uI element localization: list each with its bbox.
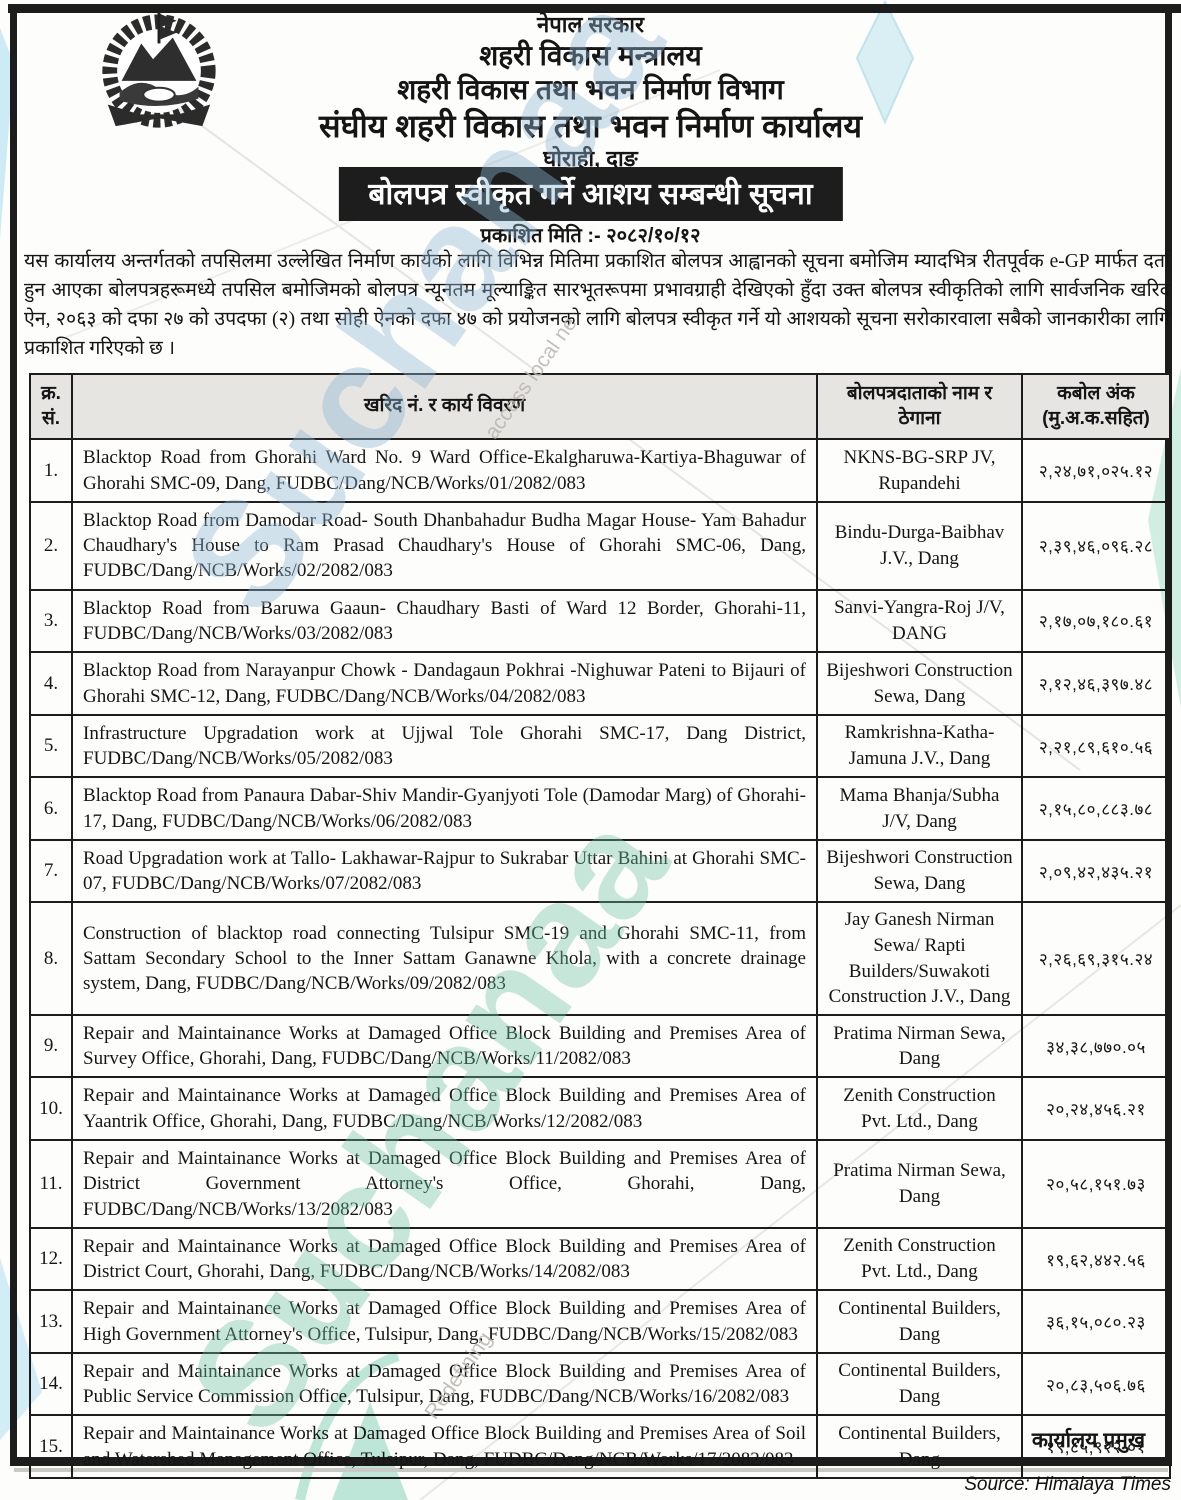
- bid-amount: २०,२४,४५६.२१: [1021, 1076, 1171, 1141]
- work-description: Blacktop Road from Damodar Road- South D…: [71, 500, 818, 591]
- work-description: Blacktop Road from Narayanpur Chowk - Da…: [71, 651, 818, 716]
- notice-body: यस कार्यालय अन्तर्गतको तपसिलमा उल्लेखित …: [24, 251, 1170, 359]
- table-row: 4. Blacktop Road from Narayanpur Chowk -…: [29, 651, 1171, 716]
- work-description: Blacktop Road from Panaura Dabar-Shiv Ma…: [71, 776, 818, 841]
- bid-amount: २०,५८,१५१.७३: [1021, 1138, 1171, 1229]
- bid-amount: २,२६,६९,३१५.२४: [1021, 901, 1171, 1016]
- work-description: Blacktop Road from Baruwa Gaaun- Chaudha…: [71, 588, 818, 654]
- table-row: 3. Blacktop Road from Baruwa Gaaun- Chau…: [29, 588, 1171, 654]
- work-description: Repair and Maintainance Works at Damaged…: [71, 1138, 818, 1229]
- table-row: 15. Repair and Maintainance Works at Dam…: [29, 1414, 1171, 1479]
- row-number: 4.: [29, 651, 73, 716]
- bidder-name: Bijeshwori Construction Sewa, Dang: [816, 838, 1023, 904]
- row-number: 8.: [29, 901, 73, 1016]
- bid-amount: ३६,१५,०८०.२३: [1021, 1289, 1171, 1354]
- column-header-description: खरिद नं. र कार्य विवरण: [71, 372, 818, 441]
- table-row: 11. Repair and Maintainance Works at Dam…: [29, 1138, 1171, 1229]
- bidder-name: Sanvi-Yangra-Roj J/V, DANG: [816, 588, 1023, 654]
- frame-top-border: [8, 4, 1181, 13]
- office-title: संघीय शहरी विकास तथा भवन निर्माण कार्याल…: [318, 108, 863, 144]
- row-number: 3.: [29, 588, 73, 654]
- notice-title-banner: बोलपत्र स्वीकृत गर्ने आशय सम्बन्धी सूचना: [338, 167, 843, 221]
- bid-amount: २,३९,४६,०९६.२८: [1021, 500, 1171, 591]
- published-date: प्रकाशित मिति :- २०८२/१०/१२: [480, 225, 701, 247]
- government-title: नेपाल सरकार: [537, 12, 644, 37]
- column-header-amount: कबोल अंक (मु.अ.क.सहित): [1021, 372, 1171, 441]
- bidder-name: Bindu-Durga-Baibhav J.V., Dang: [816, 500, 1023, 591]
- row-number: 5.: [29, 713, 73, 779]
- bid-amount: २,१५,८०,८८३.७८: [1021, 776, 1171, 841]
- column-header-bidder: बोलपत्रदाताको नाम र ठेगाना: [816, 372, 1023, 441]
- table-row: 10. Repair and Maintainance Works at Dam…: [29, 1076, 1171, 1141]
- bidder-name: Ramkrishna-Katha-Jamuna J.V., Dang: [816, 713, 1023, 779]
- row-number: 13.: [29, 1289, 73, 1354]
- bidder-name: Continental Builders, Dang: [816, 1414, 1023, 1479]
- row-number: 14.: [29, 1351, 73, 1417]
- work-description: Infrastructure Upgradation work at Ujjwa…: [71, 713, 818, 779]
- bidder-name: NKNS-BG-SRP JV, Rupandehi: [816, 438, 1023, 503]
- bid-amount: २,१२,४६,३९७.४८: [1021, 651, 1171, 716]
- column-header-sn: क्र. सं.: [29, 372, 73, 441]
- table-header-row: क्र. सं. खरिद नं. र कार्य विवरण बोलपत्रद…: [29, 372, 1171, 441]
- bid-amount: २,०९,४२,४३५.२१: [1021, 838, 1171, 904]
- bid-amount: २,१७,०७,१८०.६१: [1021, 588, 1171, 654]
- bidder-name: Jay Ganesh Nirman Sewa/ Rapti Builders/S…: [816, 901, 1023, 1016]
- work-description: Repair and Maintainance Works at Damaged…: [71, 1076, 818, 1141]
- bid-amount: २,२१,८९,६१०.५६: [1021, 713, 1171, 779]
- table-row: 6. Blacktop Road from Panaura Dabar-Shiv…: [29, 776, 1171, 841]
- row-number: 10.: [29, 1076, 73, 1141]
- bidder-name: Bijeshwori Construction Sewa, Dang: [816, 651, 1023, 716]
- work-description: Blacktop Road from Ghorahi Ward No. 9 Wa…: [71, 438, 818, 503]
- tender-table: क्र. सं. खरिद नं. र कार्य विवरण बोलपत्रद…: [29, 372, 1171, 1479]
- table-row: 13. Repair and Maintainance Works at Dam…: [29, 1289, 1171, 1354]
- tender-table-wrapper: क्र. सं. खरिद नं. र कार्य विवरण बोलपत्रद…: [29, 372, 1171, 1479]
- ministry-title: शहरी विकास मन्त्रालय: [479, 40, 702, 71]
- row-number: 9.: [29, 1013, 73, 1079]
- bid-amount: २,२४,७१,०२५.१२: [1021, 438, 1171, 503]
- bidder-name: Pratima Nirman Sewa, Dang: [816, 1138, 1023, 1229]
- work-description: Repair and Maintainance Works at Damaged…: [71, 1351, 818, 1417]
- work-description: Repair and Maintainance Works at Damaged…: [71, 1013, 818, 1079]
- document-header: नेपाल सरकार शहरी विकास मन्त्रालय शहरी वि…: [0, 12, 1181, 173]
- table-row: 5. Infrastructure Upgradation work at Uj…: [29, 713, 1171, 779]
- source-credit: Source: Himalaya Times: [964, 1474, 1171, 1495]
- work-description: Repair and Maintainance Works at Damaged…: [71, 1414, 818, 1479]
- table-row: 7. Road Upgradation work at Tallo- Lakha…: [29, 838, 1171, 904]
- work-description: Road Upgradation work at Tallo- Lakhawar…: [71, 838, 818, 904]
- table-row: 8. Construction of blacktop road connect…: [29, 901, 1171, 1016]
- table-row: 9. Repair and Maintainance Works at Dama…: [29, 1013, 1171, 1079]
- row-number: 1.: [29, 438, 73, 503]
- bid-amount: २०,८३,५०६.७६: [1021, 1351, 1171, 1417]
- department-title: शहरी विकास तथा भवन निर्माण विभाग: [397, 74, 784, 105]
- row-number: 11.: [29, 1138, 73, 1229]
- table-row: 1. Blacktop Road from Ghorahi Ward No. 9…: [29, 438, 1171, 503]
- work-description: Construction of blacktop road connecting…: [71, 901, 818, 1016]
- table-row: 12. Repair and Maintainance Works at Dam…: [29, 1226, 1171, 1292]
- table-row: 14. Repair and Maintainance Works at Dam…: [29, 1351, 1171, 1417]
- row-number: 15.: [29, 1414, 73, 1479]
- bidder-name: Mama Bhanja/Subha J/V, Dang: [816, 776, 1023, 841]
- bidder-name: Continental Builders, Dang: [816, 1351, 1023, 1417]
- row-number: 7.: [29, 838, 73, 904]
- signatory: कार्यालय प्रमुख: [1031, 1429, 1145, 1452]
- bid-amount: ३४,३८,७७०.०५: [1021, 1013, 1171, 1079]
- bidder-name: Continental Builders, Dang: [816, 1289, 1023, 1354]
- row-number: 12.: [29, 1226, 73, 1292]
- bidder-name: Zenith Construction Pvt. Ltd., Dang: [816, 1076, 1023, 1141]
- table-row: 2. Blacktop Road from Damodar Road- Sout…: [29, 500, 1171, 591]
- bidder-name: Pratima Nirman Sewa, Dang: [816, 1013, 1023, 1079]
- work-description: Repair and Maintainance Works at Damaged…: [71, 1226, 818, 1292]
- bid-amount: १९,६२,४४२.५६: [1021, 1226, 1171, 1292]
- bidder-name: Zenith Construction Pvt. Ltd., Dang: [816, 1226, 1023, 1292]
- row-number: 6.: [29, 776, 73, 841]
- row-number: 2.: [29, 500, 73, 591]
- work-description: Repair and Maintainance Works at Damaged…: [71, 1289, 818, 1354]
